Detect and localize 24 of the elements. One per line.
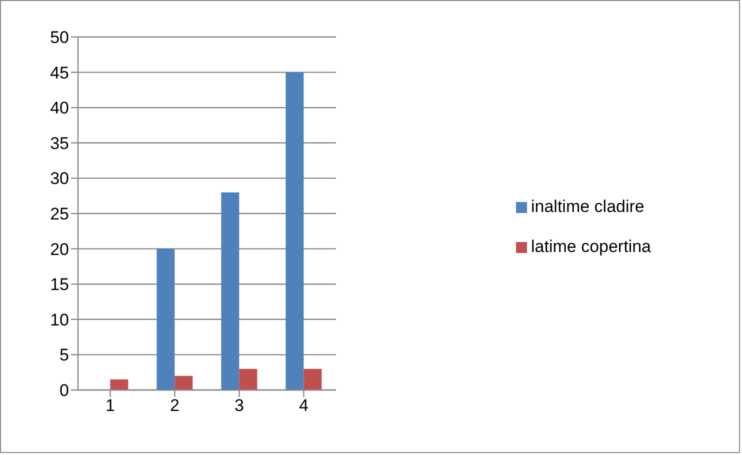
bar bbox=[304, 368, 322, 390]
bar bbox=[174, 376, 193, 390]
y-tick-label: 5 bbox=[60, 346, 69, 365]
x-tick-label: 3 bbox=[234, 396, 244, 416]
x-tick-label: 2 bbox=[170, 396, 180, 416]
y-tick-label: 25 bbox=[50, 204, 69, 224]
y-tick-label: 45 bbox=[50, 63, 69, 82]
legend-label: inaltime cladire bbox=[531, 196, 644, 216]
y-tick-label: 0 bbox=[60, 381, 69, 400]
y-tick-label: 40 bbox=[50, 98, 69, 118]
y-tick-label: 50 bbox=[50, 28, 69, 48]
y-tick-label: 10 bbox=[50, 310, 69, 330]
y-tick-label: 30 bbox=[50, 169, 69, 188]
x-tick-label: 1 bbox=[106, 396, 115, 416]
legend-label: latime copertina bbox=[531, 236, 652, 256]
x-tick-label: 4 bbox=[299, 396, 308, 416]
bar bbox=[239, 368, 258, 390]
bar bbox=[286, 72, 304, 390]
bar bbox=[110, 379, 128, 390]
y-tick-label: 20 bbox=[50, 240, 69, 259]
bar bbox=[221, 192, 240, 390]
y-tick-label: 35 bbox=[50, 134, 69, 153]
bar bbox=[156, 248, 175, 390]
y-tick-label: 15 bbox=[50, 275, 69, 294]
